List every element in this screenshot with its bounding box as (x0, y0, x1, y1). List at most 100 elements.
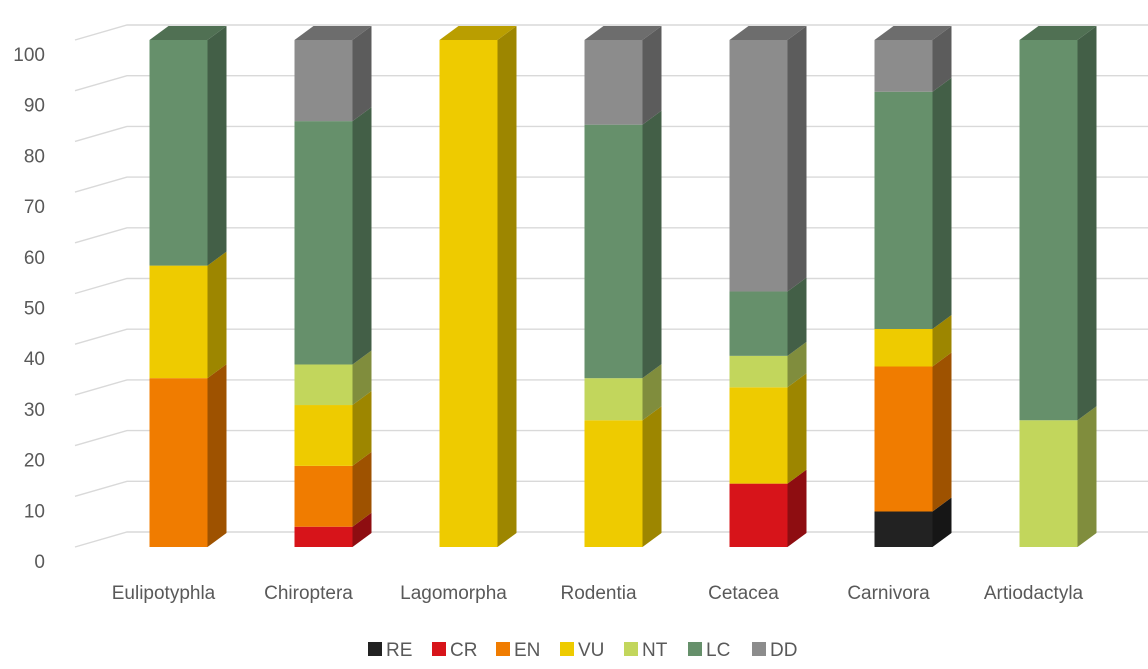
bar-front-face (294, 465, 353, 527)
bar-top-face-artiodactyla (1019, 26, 1097, 40)
bar-segment-lc-eulipotyphla (149, 26, 227, 266)
gridline (74, 125, 1148, 143)
bar-front-face (729, 483, 788, 547)
bar-segment-vu-chiroptera (294, 391, 372, 466)
bar-front-face (294, 526, 353, 547)
bar-front-face (729, 291, 788, 356)
y-tick-label: 40 (24, 349, 45, 370)
bar-side-face (787, 277, 807, 356)
gridline (74, 429, 1148, 447)
gridlines (74, 24, 1148, 548)
legend-label-vu: VU (578, 640, 604, 661)
bar-front-face (294, 364, 353, 406)
bar-side-face (352, 350, 372, 406)
bar-front-face (294, 121, 353, 365)
x-tick-label: Lagomorpha (400, 583, 507, 604)
legend: RE CR EN VU NT LC DD (368, 640, 797, 661)
bar-side-face (642, 110, 662, 379)
bar-side-face (787, 341, 807, 388)
legend-label-lc: LC (706, 640, 730, 661)
bar-side-face (787, 26, 807, 292)
bar-front-face (729, 387, 788, 484)
legend-swatch-cr (432, 642, 446, 656)
bar-front-face (584, 124, 643, 379)
bar-segment-dd-rodentia (584, 26, 662, 125)
y-tick-label: 60 (24, 248, 45, 269)
bar-front-face (149, 265, 208, 379)
gridline (74, 379, 1148, 396)
bar-front-face (584, 378, 643, 421)
bar-side-face (352, 512, 372, 547)
bar-front-face (874, 40, 933, 92)
bar-front-face (149, 40, 208, 266)
bar-segment-dd-cetacea (729, 26, 807, 292)
bar-front-face (874, 366, 933, 512)
bar-segment-nt-artiodactyla (1019, 406, 1097, 547)
legend-swatch-dd (752, 642, 766, 656)
bar-side-face (1077, 406, 1097, 547)
y-tick-label: 30 (24, 400, 45, 421)
bar-segment-vu-rodentia (584, 406, 662, 547)
bars (149, 26, 1097, 547)
bar-segment-en-chiroptera (294, 451, 372, 527)
bar-side-face (352, 26, 372, 122)
gridline (74, 277, 1148, 295)
bar-front-face (1019, 40, 1078, 421)
x-tick-label: Artiodactyla (984, 583, 1084, 604)
bar-segment-cr-chiroptera (294, 512, 372, 547)
bar-segment-lc-carnivora (874, 77, 952, 329)
bar-side-face (352, 451, 372, 527)
legend-swatch-lc (688, 642, 702, 656)
gridline (74, 74, 1148, 92)
bar-side-face (207, 364, 227, 547)
bar-segment-en-carnivora (874, 352, 952, 512)
bar-front-face (729, 40, 788, 292)
bar-front-face (294, 40, 353, 122)
bar-segment-vu-eulipotyphla (149, 251, 227, 379)
x-tick-label: Carnivora (847, 583, 930, 604)
bar-segment-en-eulipotyphla (149, 364, 227, 547)
y-tick-label: 100 (13, 45, 45, 66)
bar-side-face (932, 497, 952, 547)
bar-side-face (932, 314, 952, 367)
legend-label-dd: DD (770, 640, 797, 661)
x-tick-label: Eulipotyphla (112, 583, 216, 604)
y-tick-label: 70 (24, 197, 45, 218)
y-tick-label: 50 (24, 299, 45, 320)
bar-side-face (352, 107, 372, 365)
bar-segment-nt-chiroptera (294, 350, 372, 406)
gridline (74, 176, 1148, 193)
bar-top-face-carnivora (874, 26, 952, 40)
bar-side-face (787, 469, 807, 547)
bar-segment-lc-chiroptera (294, 107, 372, 365)
legend-label-cr: CR (450, 640, 477, 661)
bar-segment-vu-lagomorpha (439, 26, 517, 547)
bar-top-face-eulipotyphla (149, 26, 227, 40)
y-tick-label: 20 (24, 451, 45, 472)
legend-label-en: EN (514, 640, 540, 661)
gridline (74, 328, 1148, 345)
bar-segment-lc-cetacea (729, 277, 807, 356)
bar-side-face (932, 77, 952, 329)
legend-swatch-vu (560, 642, 574, 656)
bar-side-face (207, 26, 227, 266)
y-tick-label: 10 (24, 501, 45, 522)
y-tick-label: 80 (24, 146, 45, 167)
bar-front-face (584, 420, 643, 547)
bar-top-face-lagomorpha (439, 26, 517, 40)
legend-swatch-re (368, 642, 382, 656)
bar-side-face (1077, 26, 1097, 421)
bar-front-face (874, 91, 933, 329)
legend-label-nt: NT (642, 640, 668, 661)
bar-side-face (642, 406, 662, 547)
bar-segment-vu-cetacea (729, 373, 807, 484)
legend-label-re: RE (386, 640, 412, 661)
gridline (74, 480, 1148, 497)
bar-segment-lc-artiodactyla (1019, 26, 1097, 421)
bar-segment-vu-carnivora (874, 314, 952, 367)
bar-segment-lc-rodentia (584, 110, 662, 379)
bar-front-face (149, 378, 208, 547)
y-tick-label: 90 (24, 96, 45, 117)
